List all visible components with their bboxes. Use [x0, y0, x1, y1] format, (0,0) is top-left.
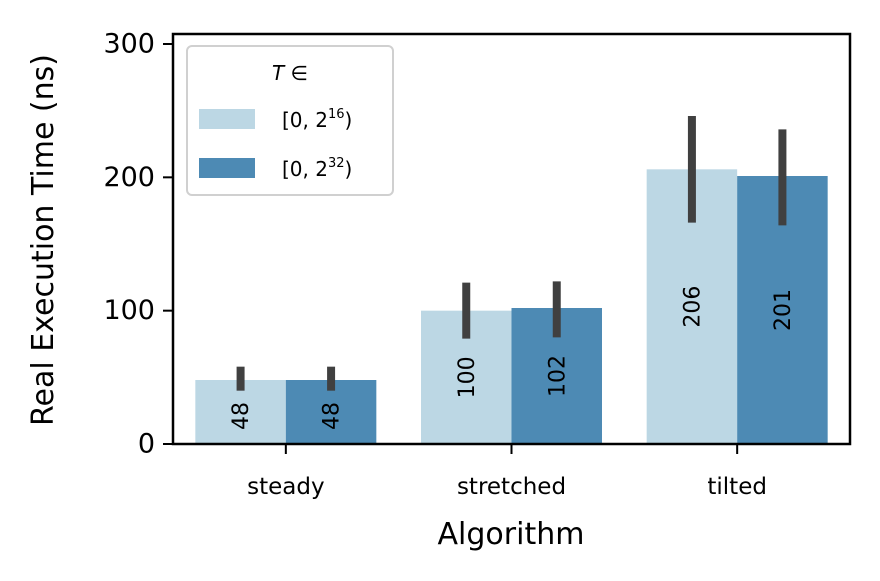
x-tick-label-steady: steady — [247, 474, 324, 500]
bar-value-label: 100 — [455, 356, 480, 398]
y-tick-label: 0 — [138, 429, 155, 460]
error-bars-group — [236, 116, 787, 391]
y-tick-label: 300 — [103, 29, 155, 60]
legend-label-series-2: [0, 232) — [282, 156, 352, 181]
bar-value-label: 201 — [771, 289, 796, 331]
y-axis-title: Real Execution Time (ns) — [26, 54, 61, 426]
x-tick-label-stretched: stretched — [457, 474, 566, 500]
x-axis-title: Algorithm — [438, 517, 585, 552]
y-tick-label: 200 — [103, 162, 155, 193]
legend: T ∈ [0, 216) [0, 232) — [186, 45, 394, 196]
bar-labels-group: 48 48 100 102 206 201 — [229, 286, 796, 430]
bar-value-label: 102 — [545, 355, 570, 397]
bar-value-label: 206 — [680, 286, 705, 328]
bars-group — [195, 169, 828, 445]
y-tick-label: 100 — [103, 295, 155, 326]
x-axis-ticks: steady stretched tilted — [247, 444, 767, 500]
y-axis-ticks: 0 100 200 300 — [103, 29, 173, 460]
legend-swatch-series-2 — [199, 158, 255, 178]
legend-label-series-1: [0, 216) — [282, 107, 352, 132]
bar-value-label: 48 — [229, 402, 254, 430]
bar-value-label: 48 — [320, 402, 345, 430]
legend-swatch-series-1 — [199, 109, 255, 129]
x-tick-label-tilted: tilted — [707, 474, 767, 500]
legend-box — [186, 45, 394, 196]
legend-title: T ∈ — [272, 61, 308, 85]
